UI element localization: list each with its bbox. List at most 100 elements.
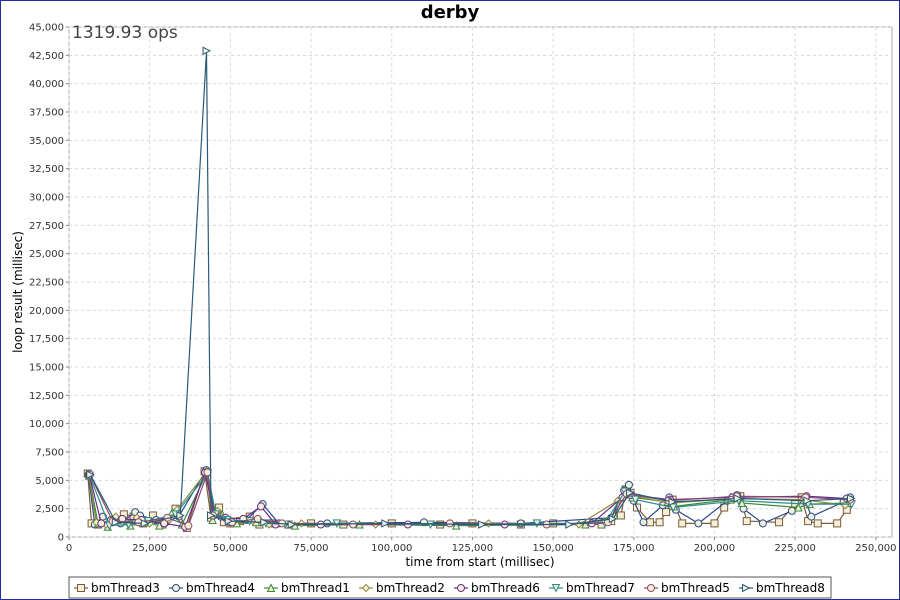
legend-item-bmThread2: bmThread2 [359,581,445,595]
y-tick-label: 45,000 [29,23,64,34]
data-point [381,519,390,528]
data-point [737,498,747,507]
legend-item-bmThread4: bmThread4 [169,581,255,595]
legend-item-bmThread1: bmThread1 [264,581,350,595]
data-point [608,514,618,524]
data-point [624,480,633,489]
data-point [710,519,719,528]
y-tick-label: 10,000 [29,419,64,430]
x-axis-title: time from start (millisec) [405,555,554,569]
data-point [813,519,822,528]
y-tick-label: 37,500 [29,108,64,119]
y-tick-label: 0 [58,533,64,544]
grid [68,26,892,538]
y-tick-label: 5,000 [35,476,64,487]
data-point [639,518,648,527]
legend-item-bmThread8: bmThread8 [739,581,825,595]
data-point [803,496,813,506]
data-point [694,519,703,528]
chart-title: derby [421,2,480,23]
legend-marker [361,583,371,593]
x-tick-label: 75,000 [294,543,329,554]
data-point [184,521,193,530]
x-tick-label: 25,000 [132,543,167,554]
legend-label: bmThread1 [281,581,350,595]
legend-label: bmThread7 [566,581,635,595]
x-tick-label: 225,000 [774,543,815,554]
data-point [668,503,678,513]
data-point [224,516,234,526]
x-tick-label: 125,000 [452,543,493,554]
y-tick-label: 30,000 [29,193,64,204]
legend-item-bmThread6: bmThread6 [454,581,540,595]
legend-label: bmThread6 [471,581,540,595]
data-point [616,511,625,520]
legend-item-bmThread7: bmThread7 [549,581,635,595]
data-point [349,520,358,529]
x-tick-label: 0 [66,543,72,554]
data-point [478,520,487,529]
data-point [426,520,435,530]
x-tick-label: 250,000 [855,543,896,554]
legend-marker [172,584,180,592]
data-point [532,519,542,529]
legend: bmThread3 bmThread4 bmThread1 bmThread2 bmTh… [68,576,832,599]
data-point [733,494,743,503]
data-point [668,497,678,507]
data-point [203,468,212,477]
y-tick-label: 40,000 [29,79,64,90]
y-tick-label: 12,500 [29,391,64,402]
data-point [625,488,635,498]
x-tick-label: 150,000 [532,543,573,554]
data-point [742,517,751,526]
data-point [847,494,856,503]
data-point [720,503,729,512]
data-point [97,519,106,528]
data-point [775,518,784,527]
data-point [581,519,590,529]
data-point [565,520,574,529]
series-line [89,50,852,526]
legend-marker [647,584,655,592]
y-tick-label: 42,500 [29,51,64,62]
data-point [794,502,803,512]
plot-area [68,26,893,538]
data-point [287,520,297,529]
data-point [807,512,816,521]
data-point [678,519,687,528]
y-tick-label: 22,500 [29,278,64,289]
data-point [176,511,185,520]
y-tick-label: 35,000 [29,136,64,147]
legend-marker [77,584,85,592]
data-point [86,470,95,479]
ops-annotation: 1319.93 ops [72,23,178,43]
data-point [662,508,671,517]
y-tick-label: 32,500 [29,164,64,175]
legend-item-bmThread5: bmThread5 [644,581,730,595]
x-tick-label: 100,000 [371,543,412,554]
data-point [202,46,212,56]
data-point [257,502,266,511]
legend-marker [457,584,465,592]
data-point [111,517,121,527]
series-layer [83,46,856,532]
x-tick-label: 50,000 [213,543,248,554]
y-tick-label: 27,500 [29,221,64,232]
data-point [445,519,454,528]
legend-item-bmThread3: bmThread3 [74,581,160,595]
legend-marker [266,583,276,592]
data-point [758,519,767,528]
data-point [655,518,664,527]
data-point [253,514,262,523]
legend-label: bmThread8 [756,581,825,595]
legend-label: bmThread5 [661,581,730,595]
data-point [140,519,150,528]
legend-marker [551,584,561,593]
series-bmThread8 [86,46,856,529]
data-point [645,518,654,527]
x-tick-label: 200,000 [694,543,735,554]
axes: 0 2,500 5,000 7,500 10,000 12,500 15,000 17,500… [29,23,897,555]
y-tick-label: 2,500 [35,504,64,515]
y-tick-label: 7,500 [35,448,64,459]
